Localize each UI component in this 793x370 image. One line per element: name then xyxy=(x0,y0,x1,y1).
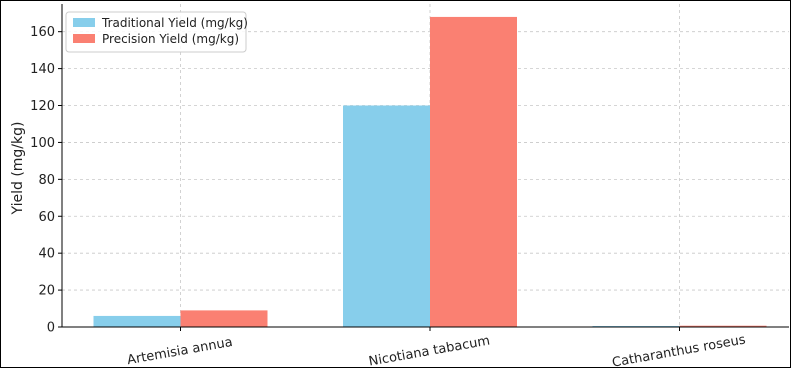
y-tick-label: 160 xyxy=(30,25,55,40)
x-tick-label: Catharanthus roseus xyxy=(611,332,747,370)
y-tick-label: 120 xyxy=(30,99,55,114)
y-axis-label: Yield (mg/kg) xyxy=(10,122,26,216)
y-tick-label: 100 xyxy=(30,136,55,151)
y-tick-label: 20 xyxy=(38,284,55,299)
x-tick-label: Nicotiana tabacum xyxy=(368,334,492,370)
legend-swatch xyxy=(73,34,95,43)
y-tick-label: 0 xyxy=(47,321,55,336)
bar-traditional xyxy=(93,315,181,327)
x-tick-label: Artemisia annua xyxy=(126,335,234,368)
y-tick-label: 40 xyxy=(38,247,55,262)
bar-precision xyxy=(430,16,517,327)
legend-box xyxy=(65,11,247,53)
bars xyxy=(93,16,767,327)
y-tick-label: 140 xyxy=(30,62,55,77)
legend-label: Precision Yield (mg/kg) xyxy=(102,32,239,46)
legend-label: Traditional Yield (mg/kg) xyxy=(101,16,248,30)
legend: Traditional Yield (mg/kg) Precision Yield… xyxy=(65,11,248,53)
y-tick-label: 60 xyxy=(38,210,55,225)
x-tick-labels: Artemisia annua Nicotiana tabacum Catharan… xyxy=(126,332,747,370)
bar-precision xyxy=(679,325,767,327)
y-tick-labels: 0 20 40 60 80 100 120 140 160 xyxy=(30,25,55,335)
bar-traditional xyxy=(343,105,430,327)
axes xyxy=(58,4,789,331)
y-tick-label: 80 xyxy=(38,173,55,188)
bar-precision xyxy=(180,310,268,327)
legend-swatch xyxy=(73,18,95,27)
